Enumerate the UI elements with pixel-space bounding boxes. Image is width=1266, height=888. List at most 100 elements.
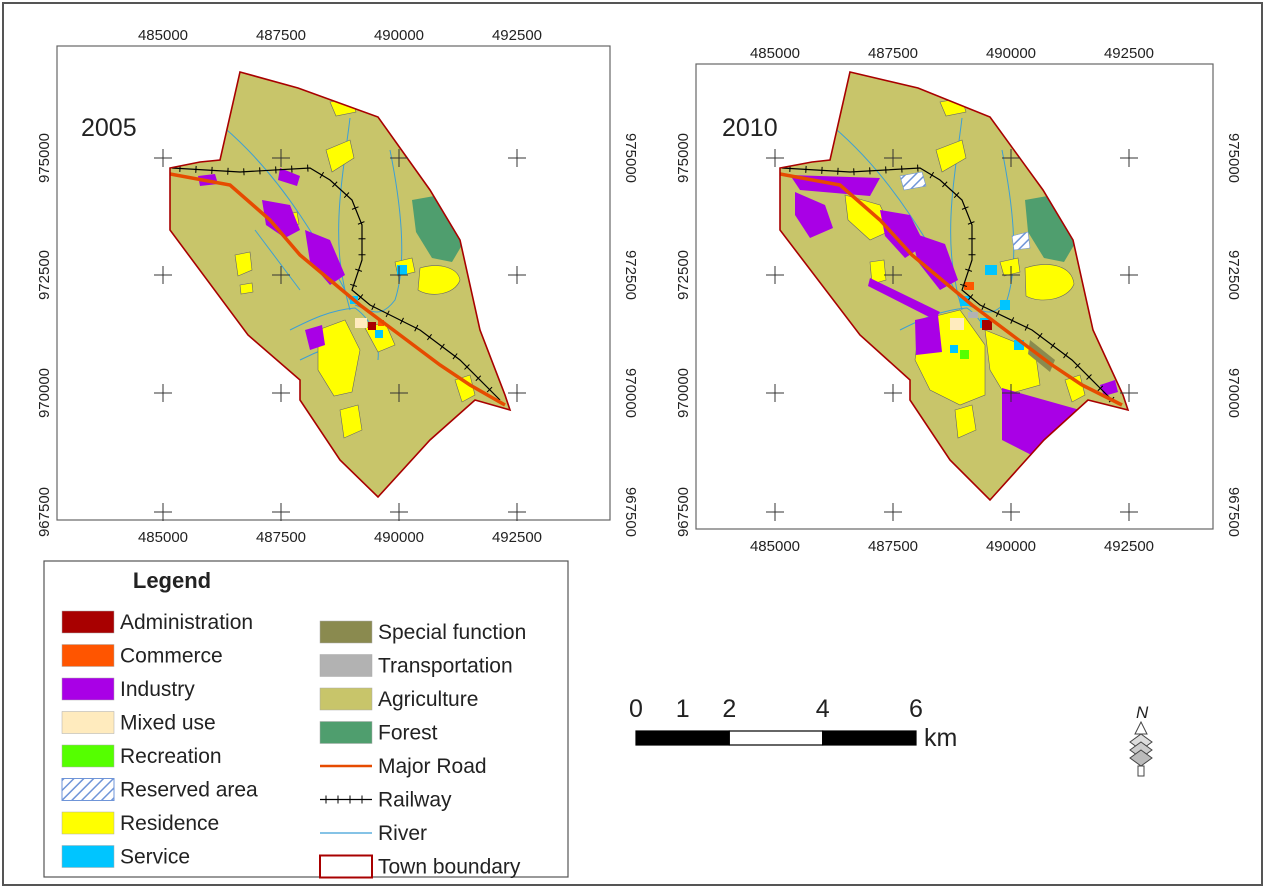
transportation-2010 — [968, 312, 978, 318]
legend-item-label: Railway — [378, 789, 452, 812]
graticule-cross-icon — [884, 384, 902, 402]
graticule-cross-icon — [1002, 149, 1020, 167]
town-boundary-2005 — [169, 71, 512, 499]
legend-item: Residence — [61, 811, 219, 835]
town-boundary-2010 — [779, 71, 1130, 502]
x-tick-label-bottom: 490000 — [374, 529, 424, 546]
graticule-cross-icon — [390, 149, 408, 167]
x-tick-label-bottom: 492500 — [1104, 538, 1154, 555]
x-tick-label-top: 492500 — [492, 27, 542, 44]
legend-item: Agriculture — [319, 687, 478, 711]
x-tick-label-bottom: 485000 — [138, 529, 188, 546]
graticule-cross-icon — [154, 149, 172, 167]
legend-item-label: Special function — [378, 621, 526, 644]
mixed-use-2005 — [355, 318, 367, 328]
graticule-2010: 485000 485000 487500 487500 490000 490000 4925… — [675, 45, 1242, 555]
y-tick-label-left: 967500 — [675, 487, 692, 537]
railway-2005 — [171, 164, 501, 401]
map-2005: 2005 — [36, 27, 639, 546]
scale-bar-segments — [635, 730, 917, 746]
transportation-swatch — [319, 654, 373, 677]
y-tick-label-left: 967500 — [36, 487, 53, 537]
commerce-swatch — [61, 644, 115, 667]
graticule-cross-icon — [1002, 384, 1020, 402]
north-arrow-label: N — [1136, 703, 1149, 722]
y-tick-label-left: 970000 — [675, 368, 692, 418]
mixed-use-2010 — [950, 318, 964, 330]
legend-item: Commerce — [61, 644, 223, 668]
graticule-cross-icon — [766, 503, 784, 521]
legend-item-label: Transportation — [378, 655, 513, 678]
legend-item: River — [320, 822, 427, 845]
x-tick-label-top: 485000 — [138, 27, 188, 44]
recreation-2010 — [960, 350, 969, 359]
scale-bar-label: 4 — [816, 695, 830, 723]
graticule-cross-icon — [1120, 149, 1138, 167]
y-tick-label-left: 970000 — [36, 368, 53, 418]
graticule-cross-icon — [390, 266, 408, 284]
graticule-cross-icon — [1002, 503, 1020, 521]
graticule-cross-icon — [272, 503, 290, 521]
legend-item: Forest — [319, 721, 438, 745]
service-swatch — [61, 845, 115, 868]
legend-item: Town boundary — [319, 854, 521, 879]
graticule-cross-icon — [390, 503, 408, 521]
north-arrow-icon: N — [1129, 703, 1153, 777]
town-boundary-swatch — [319, 854, 373, 879]
major-road-2010 — [780, 172, 1123, 407]
y-tick-label-right: 970000 — [622, 368, 639, 418]
legend-item-label: Town boundary — [378, 856, 521, 879]
y-tick-label-right: 975000 — [1225, 133, 1242, 183]
legend-item-label: Major Road — [378, 755, 487, 778]
graticule-cross-icon — [272, 149, 290, 167]
y-tick-label-left: 975000 — [36, 133, 53, 183]
railway-line — [320, 795, 372, 804]
reserved-area-swatch — [61, 778, 115, 801]
map-2010: 2010 — [675, 45, 1242, 555]
commerce-2010 — [964, 282, 974, 290]
graticule-cross-icon — [766, 149, 784, 167]
residence-swatch — [61, 811, 115, 835]
legend-item-label: Recreation — [120, 745, 222, 768]
graticule-cross-icon — [390, 384, 408, 402]
y-tick-label-left: 972500 — [36, 250, 53, 300]
scale-bar: 0 1 2 4 6 km — [629, 695, 957, 752]
legend-item: Administration — [61, 610, 253, 634]
legend: Legend Administration Commerce Industry Mix… — [43, 560, 569, 879]
legend-item: Special function — [319, 620, 526, 644]
railway-2010 — [781, 164, 1115, 403]
x-tick-label-top: 490000 — [986, 45, 1036, 62]
legend-item-label: Administration — [120, 611, 253, 634]
scale-bar-segment — [635, 730, 730, 746]
x-tick-label-top: 487500 — [868, 45, 918, 62]
legend-items: Administration Commerce Industry Mixed use R… — [61, 610, 526, 879]
commerce-2005 — [378, 320, 384, 326]
y-tick-label-right: 967500 — [1225, 487, 1242, 537]
x-tick-label-bottom: 492500 — [492, 529, 542, 546]
x-tick-label-top: 487500 — [256, 27, 306, 44]
legend-item-label: Residence — [120, 812, 219, 835]
graticule-cross-icon — [884, 149, 902, 167]
agriculture-swatch — [319, 687, 373, 711]
legend-frame — [43, 560, 569, 878]
map-2005-year: 2005 — [81, 114, 137, 142]
reserved-area-2010 — [899, 171, 1031, 251]
legend-item-label: Commerce — [120, 645, 223, 668]
legend-item: Mixed use — [61, 711, 216, 735]
scale-bar-unit: km — [924, 724, 957, 752]
graticule-cross-icon — [154, 266, 172, 284]
scale-bar-label: 1 — [676, 695, 690, 723]
administration-swatch — [61, 610, 115, 634]
graticule-cross-icon — [154, 503, 172, 521]
scale-bar-label: 6 — [909, 695, 923, 723]
legend-item-label: River — [378, 822, 427, 845]
y-tick-label-right: 970000 — [1225, 368, 1242, 418]
administration-2005 — [368, 322, 376, 330]
special-function-swatch — [319, 620, 373, 644]
x-tick-label-top: 490000 — [374, 27, 424, 44]
graticule-cross-icon — [766, 384, 784, 402]
administration-2010 — [982, 320, 992, 330]
scale-bar-label: 0 — [629, 695, 643, 723]
